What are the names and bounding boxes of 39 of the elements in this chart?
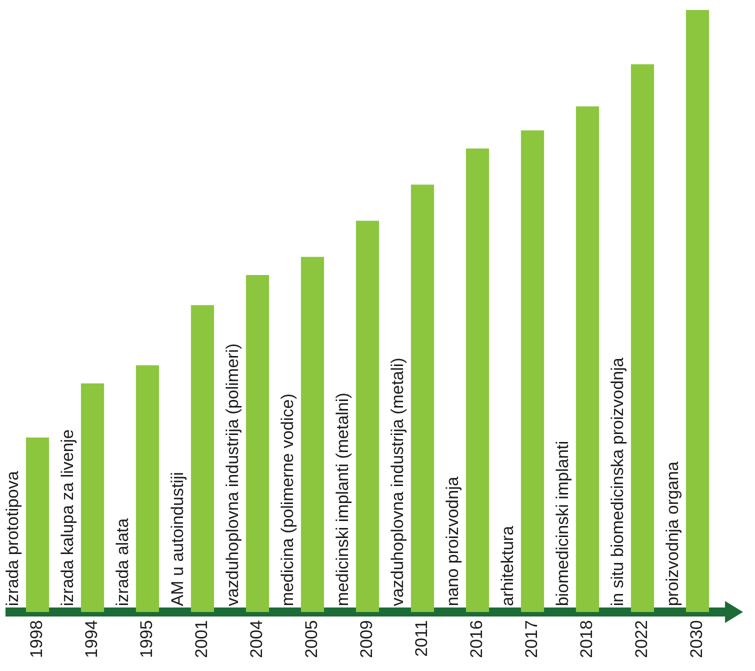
bar xyxy=(80,383,104,612)
bar xyxy=(576,106,600,612)
annotation: proizvodnja organa xyxy=(663,461,682,606)
bar xyxy=(26,438,50,612)
x-tick-label: 1998 xyxy=(27,620,46,658)
annotation: izrada prototipova xyxy=(3,470,22,606)
annotation: biomedicinski implanti xyxy=(553,440,572,606)
x-tick-label: 2005 xyxy=(302,620,322,658)
annotation: medicina (polimerne vodice) xyxy=(278,394,298,606)
annotation: izrada alata xyxy=(113,518,132,606)
bar xyxy=(356,220,380,612)
x-tick-label: 2022 xyxy=(632,620,652,658)
x-tick-label: 2018 xyxy=(577,620,596,658)
annotation: medicinski implanti (metalni) xyxy=(333,392,352,606)
bar xyxy=(300,256,324,612)
annotation: in situ biomedicinska proizvodnja xyxy=(608,357,628,606)
annotation: nano proizvodnja xyxy=(443,476,462,606)
x-tick-label: 2011 xyxy=(412,620,432,657)
x-tick-label: 2016 xyxy=(467,620,486,658)
x-tick-label: 1995 xyxy=(137,620,156,658)
bar xyxy=(466,148,490,612)
bar xyxy=(520,130,544,612)
annotation: izrada kalupa za livenje xyxy=(58,429,78,606)
bar xyxy=(190,305,214,612)
annotation: arhitektura xyxy=(498,525,518,606)
bar xyxy=(630,64,654,612)
x-tick-label: 2030 xyxy=(687,620,706,658)
bar xyxy=(686,10,710,612)
x-tick-label: 2009 xyxy=(357,620,376,658)
annotation: vazduhoplovna industrija (metali) xyxy=(388,358,408,606)
bar xyxy=(410,184,434,612)
x-tick-label: 2004 xyxy=(247,620,266,658)
x-tick-label: 1994 xyxy=(82,620,102,658)
annotation: AM u autoindustiji xyxy=(168,472,188,606)
x-tick-label: 2001 xyxy=(192,620,212,658)
bar xyxy=(136,365,160,612)
bar xyxy=(246,274,270,612)
annotation: vazduhoplovna industrija (polimeri) xyxy=(223,343,242,606)
x-tick-label: 2017 xyxy=(522,620,542,658)
